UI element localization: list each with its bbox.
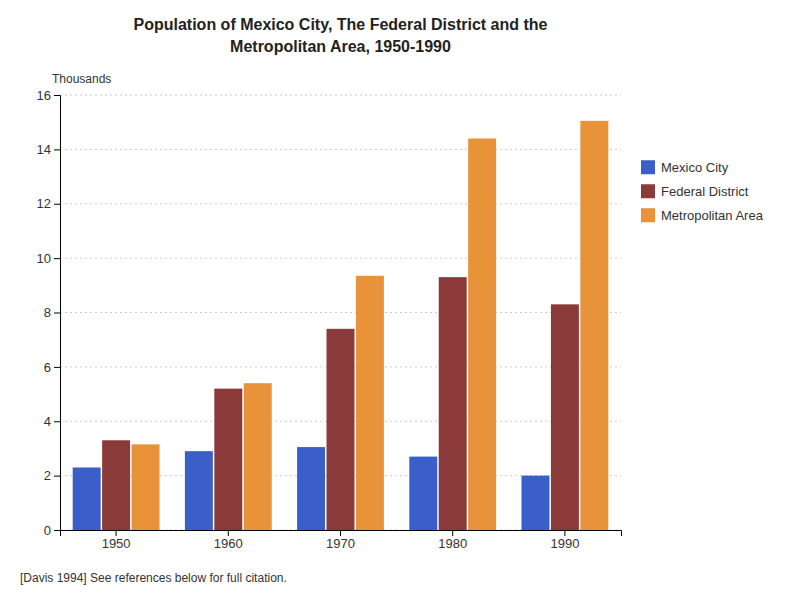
y-tick-mark [54,258,60,259]
x-tick: 1950 [102,530,131,551]
series [102,277,579,530]
legend-label: Metropolitan Area [661,208,764,223]
x-tick-mark [340,530,341,536]
bar [521,476,549,530]
grid-line [60,203,621,204]
bar [297,447,325,530]
y-tick-mark [54,530,60,531]
y-tick-mark [54,313,60,314]
y-tick-label: 10 [37,251,51,266]
y-tick-mark [54,95,60,96]
y-tick-label: 14 [37,142,51,157]
grid [60,95,621,530]
bar [327,329,355,530]
legend-label: Federal District [661,184,749,199]
y-tick-label: 2 [44,468,51,483]
bar [102,440,130,530]
y-tick-label: 16 [37,88,51,103]
y-tick-label: 4 [44,414,51,429]
bar [439,277,467,530]
y-tick: 6 [44,360,60,375]
bars [73,121,609,530]
x-tick: 1990 [550,530,579,551]
legend-item: Metropolitan Area [641,208,764,223]
y-tick-label: 12 [37,196,51,211]
grid-line [60,258,621,259]
grid-line [60,95,621,96]
x-tick: 1980 [438,530,467,551]
x-tick-label: 1980 [438,536,467,551]
y-tick: 2 [44,468,60,483]
bar [132,444,160,530]
legend-item: Federal District [641,184,749,199]
y-tick: 16 [37,88,60,103]
axis-line [54,96,61,531]
x-tick-mark [452,530,453,536]
legend-swatch [641,184,655,198]
chart: 1950 1960 1970 1980 1990 0 2 4 6 8 10 12 14 16Thousan… [0,0,811,600]
plot: 1950 1960 1970 1980 1990 0 2 4 6 8 10 12 14 16Thousan… [37,72,622,551]
legend: Mexico City Federal District Metropolitan … [641,160,764,223]
title-line: Population of Mexico City, The Federal D… [134,16,548,33]
y-tick-mark [54,149,60,150]
bar [551,304,579,530]
legend-label: Mexico City [661,160,729,175]
y-tick: 10 [37,251,60,266]
title: Population of Mexico City, The Federal D… [134,16,548,55]
title-line: Metropolitan Area, 1950-1990 [230,38,451,55]
y-tick-mark [54,476,60,477]
x-tick: 1970 [326,530,355,551]
legend-item: Mexico City [641,160,729,175]
x-tick-label: 1950 [102,536,131,551]
y-axis-label: Thousands [52,72,111,86]
x-axis: 1950 1960 1970 1980 1990 [61,530,622,551]
bar [409,457,437,530]
footnote: [Davis 1994] See references below for fu… [20,571,287,585]
y-tick-label: 0 [44,523,51,538]
grid-line [60,149,621,150]
bar [73,467,101,530]
y-tick-label: 8 [44,305,51,320]
x-tick-mark [228,530,229,536]
y-tick-mark [54,204,60,205]
axis-line [61,531,622,537]
y-tick: 4 [44,414,60,429]
y-tick-label: 6 [44,360,51,375]
bar [185,451,213,530]
bar [356,276,384,530]
x-tick-label: 1970 [326,536,355,551]
x-tick-mark [564,530,565,536]
y-tick: 0 [44,523,60,538]
y-tick: 12 [37,196,60,211]
bar [214,389,242,530]
bar [468,139,496,531]
y-tick-mark [54,367,60,368]
series [132,121,609,530]
y-tick: 14 [37,142,60,157]
x-tick: 1960 [214,530,243,551]
x-tick-label: 1990 [550,536,579,551]
bar [580,121,608,530]
y-tick: 8 [44,305,60,320]
legend-swatch [641,160,655,174]
bar [244,383,272,530]
legend-swatch [641,208,655,222]
y-axis: 0 2 4 6 8 10 12 14 16 [37,88,61,538]
x-tick-label: 1960 [214,536,243,551]
grid-line [60,312,621,313]
y-tick-mark [54,421,60,422]
x-tick-mark [116,530,117,536]
